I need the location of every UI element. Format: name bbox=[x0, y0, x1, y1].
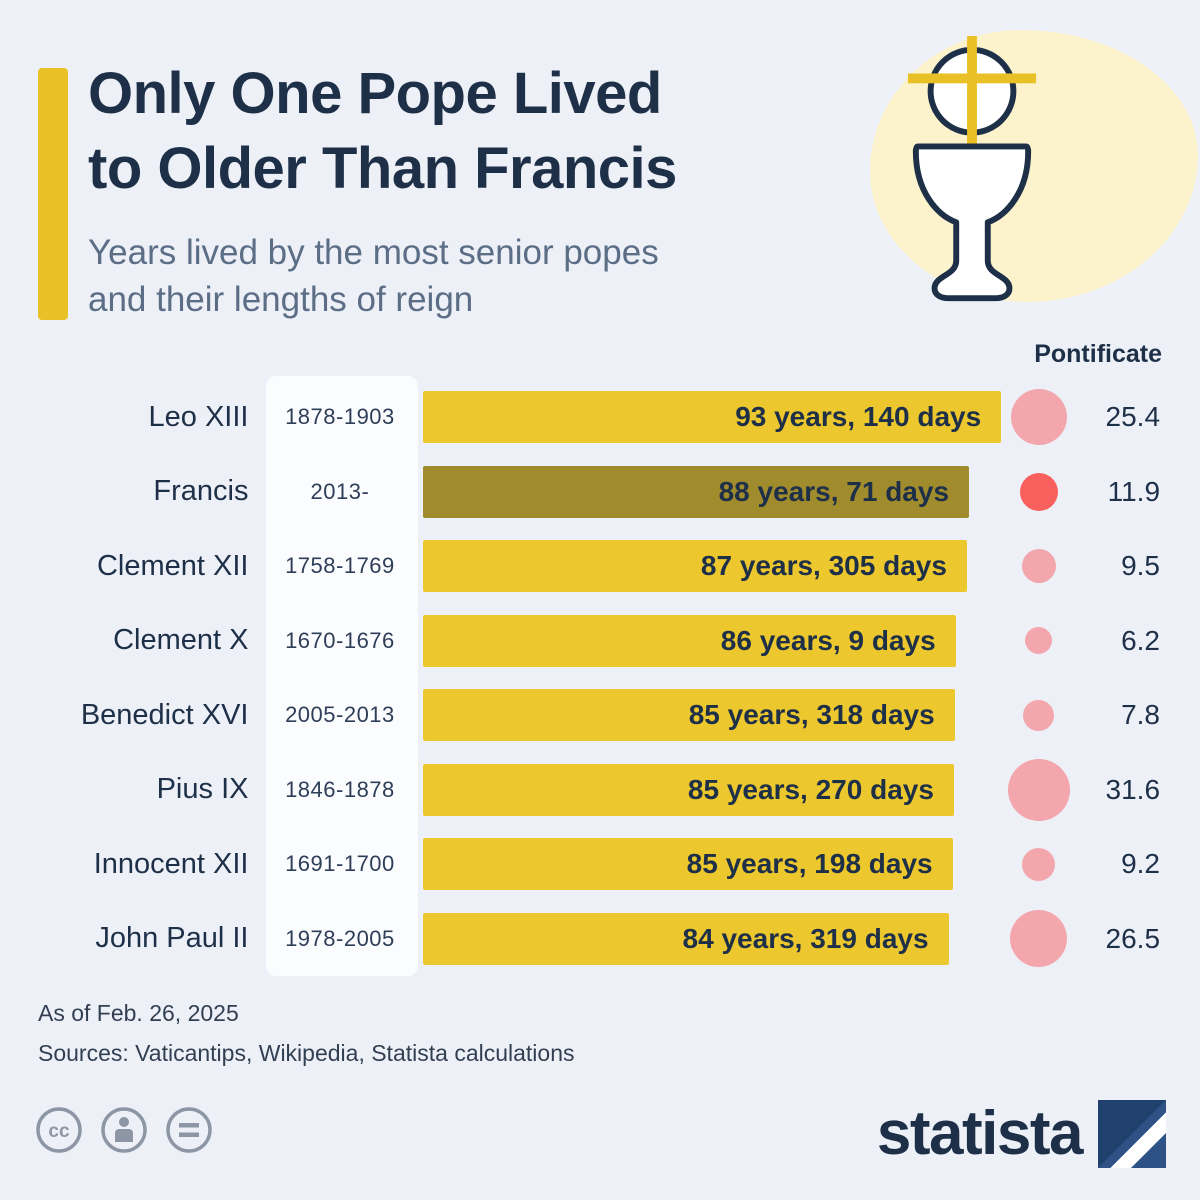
years-bar: 85 years, 198 days bbox=[423, 838, 953, 891]
years-bar-track: 84 years, 319 days bbox=[423, 912, 1001, 965]
reign-dates: 1670-1676 bbox=[285, 627, 395, 653]
years-bar: 93 years, 140 days bbox=[423, 391, 1002, 444]
as-of-date: As of Feb. 26, 2025 bbox=[38, 1000, 239, 1026]
title-line-1: Only One Pope Lived bbox=[88, 61, 662, 126]
chart-row: Francis 2013- 88 years, 71 days 11.9 bbox=[38, 455, 1162, 530]
years-bar-track: 93 years, 140 days bbox=[423, 391, 1002, 444]
reign-dates: 1758-1769 bbox=[285, 553, 395, 579]
pontificate-value: 26.5 bbox=[1105, 922, 1161, 954]
pontificate-circle bbox=[1019, 472, 1058, 511]
years-bar: 84 years, 319 days bbox=[423, 912, 949, 965]
pontificate-column-header: Pontificate bbox=[1034, 340, 1162, 368]
pontificate-circle-cell bbox=[1001, 389, 1076, 446]
years-bar: 88 years, 71 days bbox=[423, 465, 970, 518]
chart-row: Leo XIII 1878-1903 93 years, 140 days 25… bbox=[38, 380, 1162, 455]
pontificate-circle bbox=[1022, 847, 1056, 881]
pope-name: Innocent XII bbox=[93, 847, 249, 880]
pope-name: Benedict XVI bbox=[80, 698, 249, 731]
sources-line: Sources: Vaticantips, Wikipedia, Statist… bbox=[38, 1040, 575, 1066]
page-title: Only One Pope Lived to Older Than Franci… bbox=[88, 56, 677, 207]
pope-name: Clement X bbox=[113, 624, 249, 657]
years-bar-label: 85 years, 198 days bbox=[686, 848, 933, 880]
years-bar: 86 years, 9 days bbox=[423, 614, 956, 667]
pontificate-value: 11.9 bbox=[1107, 475, 1161, 507]
pontificate-circle bbox=[1010, 389, 1067, 446]
cc-equal-icon[interactable] bbox=[165, 1106, 213, 1154]
chart-row: Clement X 1670-1676 86 years, 9 days 6.2 bbox=[38, 604, 1162, 679]
years-bar-track: 85 years, 270 days bbox=[423, 763, 1001, 816]
reign-dates: 2013- bbox=[310, 478, 370, 504]
pontificate-circle-cell bbox=[1001, 627, 1076, 655]
pontificate-circle-cell bbox=[1001, 758, 1076, 821]
svg-text:cc: cc bbox=[48, 1121, 70, 1142]
chalice-icon bbox=[898, 36, 1046, 317]
statista-logo[interactable]: statista bbox=[877, 1098, 1166, 1169]
years-bar: 87 years, 305 days bbox=[423, 540, 967, 593]
years-bar-track: 86 years, 9 days bbox=[423, 614, 1001, 667]
years-bar: 85 years, 318 days bbox=[423, 689, 955, 742]
pontificate-circle bbox=[1023, 699, 1055, 731]
years-bar-label: 87 years, 305 days bbox=[700, 550, 947, 582]
chart-area: Leo XIII 1878-1903 93 years, 140 days 25… bbox=[38, 376, 1162, 976]
pontificate-value: 31.6 bbox=[1105, 773, 1161, 805]
years-bar-label: 86 years, 9 days bbox=[720, 624, 936, 656]
chart-row: Pius IX 1846-1878 85 years, 270 days 31.… bbox=[38, 753, 1162, 828]
reign-dates: 1878-1903 bbox=[285, 404, 395, 430]
pontificate-circle-cell bbox=[1001, 549, 1076, 584]
cc-icon[interactable]: cc bbox=[35, 1106, 83, 1154]
years-bar-label: 88 years, 71 days bbox=[718, 475, 950, 507]
subtitle-line-1: Years lived by the most senior popes bbox=[88, 233, 659, 272]
pontificate-value: 9.2 bbox=[1121, 848, 1161, 880]
years-bar: 85 years, 270 days bbox=[423, 763, 954, 816]
pontificate-circle-cell bbox=[1001, 699, 1076, 731]
statista-wordmark: statista bbox=[876, 1099, 1084, 1168]
years-bar-label: 85 years, 270 days bbox=[687, 773, 934, 805]
pontificate-value: 9.5 bbox=[1121, 550, 1161, 582]
pope-name: John Paul II bbox=[95, 922, 249, 955]
pope-name: Leo XIII bbox=[148, 400, 249, 433]
pontificate-value: 7.8 bbox=[1121, 699, 1161, 731]
chart-rows: Leo XIII 1878-1903 93 years, 140 days 25… bbox=[38, 380, 1162, 976]
reign-dates-column-background bbox=[266, 376, 418, 976]
years-bar-label: 84 years, 319 days bbox=[682, 922, 929, 954]
years-bar-label: 93 years, 140 days bbox=[735, 401, 982, 433]
title-accent-bar bbox=[38, 68, 68, 320]
years-bar-track: 87 years, 305 days bbox=[423, 540, 1001, 593]
pontificate-circle bbox=[1007, 758, 1070, 821]
pontificate-circle-cell bbox=[1001, 910, 1076, 968]
pontificate-value: 25.4 bbox=[1105, 401, 1161, 433]
reign-dates: 1846-1878 bbox=[285, 776, 395, 802]
chart-row: Benedict XVI 2005-2013 85 years, 318 day… bbox=[38, 678, 1162, 753]
pope-name: Francis bbox=[153, 475, 249, 508]
years-bar-track: 85 years, 318 days bbox=[423, 689, 1001, 742]
reign-dates: 1978-2005 bbox=[285, 925, 395, 951]
pope-name: Pius IX bbox=[156, 773, 249, 806]
chart-row: Innocent XII 1691-1700 85 years, 198 day… bbox=[38, 827, 1162, 902]
pontificate-circle-cell bbox=[1001, 847, 1076, 881]
chart-row: Clement XII 1758-1769 87 years, 305 days… bbox=[38, 529, 1162, 604]
pontificate-circle-cell bbox=[1001, 472, 1076, 511]
reign-dates: 1691-1700 bbox=[285, 851, 395, 877]
page-subtitle: Years lived by the most senior popes and… bbox=[88, 230, 659, 323]
pontificate-value: 6.2 bbox=[1121, 624, 1161, 656]
pope-name: Clement XII bbox=[96, 549, 249, 582]
cc-attribution-icon[interactable] bbox=[100, 1106, 148, 1154]
subtitle-line-2: and their lengths of reign bbox=[88, 279, 474, 319]
years-bar-track: 88 years, 71 days bbox=[423, 465, 1001, 518]
pontificate-circle bbox=[1010, 910, 1068, 968]
pontificate-circle bbox=[1021, 549, 1056, 584]
statista-logo-mark bbox=[1098, 1099, 1166, 1168]
pontificate-circle bbox=[1025, 627, 1053, 655]
years-bar-track: 85 years, 198 days bbox=[423, 838, 1001, 891]
cc-license-badges[interactable]: cc bbox=[35, 1106, 213, 1154]
chart-row: John Paul II 1978-2005 84 years, 319 day… bbox=[38, 902, 1162, 977]
years-bar-label: 85 years, 318 days bbox=[688, 699, 935, 731]
title-line-2: to Older Than Francis bbox=[88, 136, 677, 202]
reign-dates: 2005-2013 bbox=[285, 702, 395, 728]
